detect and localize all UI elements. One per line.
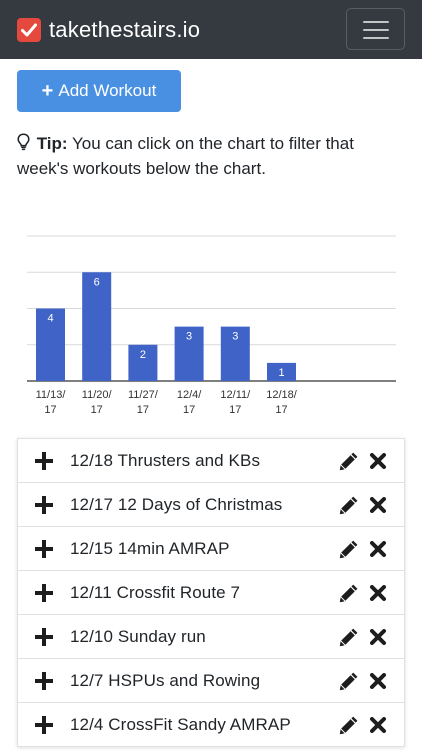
- workout-row[interactable]: 12/18 Thrusters and KBs: [18, 439, 404, 483]
- checkbox-icon: [17, 18, 41, 42]
- workout-row[interactable]: 12/10 Sunday run: [18, 615, 404, 659]
- chart-tick-label: 12/18/: [266, 389, 298, 401]
- chart-bar[interactable]: [267, 362, 296, 381]
- chart-tick-label: 11/13/: [36, 389, 67, 401]
- weekly-workouts-chart[interactable]: 4 11/13/17 6 11/20/17 2 11/27/17 3 12/4/17 3 12/1…: [0, 225, 422, 425]
- workout-title: 12/17 12 Days of Christmas: [70, 494, 283, 514]
- workout-list: 12/18 Thrusters and KBs 12/17 12 Days of …: [17, 438, 405, 747]
- tip-message: Tip: You can click on the chart to filte…: [17, 131, 409, 181]
- chart-bar[interactable]: [36, 308, 65, 382]
- workout-title: 12/7 HSPUs and Rowing: [70, 670, 261, 690]
- chart-tick-label: 17: [44, 404, 56, 416]
- workout-row[interactable]: 12/4 CrossFit Sandy AMRAP: [18, 703, 404, 747]
- pencil-icon[interactable]: [339, 715, 359, 735]
- add-workout-button[interactable]: + Add Workout: [17, 70, 181, 112]
- plus-icon[interactable]: [35, 583, 53, 602]
- brand-link[interactable]: takethestairs.io: [17, 17, 200, 43]
- chart-bar[interactable]: [174, 326, 204, 381]
- brand-name: takethestairs.io: [49, 17, 201, 42]
- workout-row[interactable]: 12/7 HSPUs and Rowing: [18, 659, 404, 703]
- workout-row[interactable]: 12/11 Crossfit Route 7: [18, 571, 404, 615]
- plus-icon[interactable]: [35, 451, 53, 470]
- chart-tick-label: 17: [275, 404, 287, 416]
- chart-tick-label: 11/27/: [128, 389, 159, 401]
- pencil-icon[interactable]: [339, 539, 359, 559]
- menu-toggle-button[interactable]: [346, 8, 405, 50]
- chart-bar[interactable]: [220, 326, 250, 381]
- pencil-icon[interactable]: [339, 495, 359, 515]
- chart-data-label: 4: [47, 313, 53, 325]
- x-icon[interactable]: [370, 673, 386, 689]
- navbar: takethestairs.io: [0, 0, 422, 59]
- pencil-icon[interactable]: [339, 627, 359, 647]
- workout-title: 12/11 Crossfit Route 7: [70, 582, 241, 602]
- plus-icon[interactable]: [35, 539, 53, 558]
- plus-icon: +: [41, 80, 54, 102]
- x-icon[interactable]: [370, 541, 386, 557]
- chart-data-label: 3: [232, 331, 238, 343]
- workout-title: 12/10 Sunday run: [70, 626, 206, 646]
- x-icon[interactable]: [370, 453, 386, 469]
- pencil-icon[interactable]: [339, 451, 359, 471]
- plus-icon[interactable]: [35, 715, 53, 734]
- lightbulb-icon: [17, 133, 30, 151]
- tip-text: You can click on the chart to filter tha…: [17, 134, 354, 178]
- chart-data-label: 6: [94, 276, 100, 288]
- plus-icon[interactable]: [35, 627, 53, 646]
- chart-bar[interactable]: [128, 344, 158, 381]
- chart-bar[interactable]: [82, 272, 112, 381]
- chart-data-label: 1: [278, 367, 284, 379]
- workout-row[interactable]: 12/15 14min AMRAP: [18, 527, 404, 571]
- chart-tick-label: 12/4/: [177, 389, 202, 401]
- plus-icon[interactable]: [35, 671, 53, 690]
- workout-title: 12/4 CrossFit Sandy AMRAP: [70, 714, 291, 734]
- chart-tick-label: 11/20/: [82, 389, 113, 401]
- pencil-icon[interactable]: [339, 671, 359, 691]
- chart-tick-label: 17: [91, 404, 103, 416]
- chart-tick-label: 17: [229, 404, 241, 416]
- workout-title: 12/15 14min AMRAP: [70, 538, 230, 558]
- chart-tick-label: 17: [183, 404, 195, 416]
- x-icon[interactable]: [370, 717, 386, 733]
- x-icon[interactable]: [370, 629, 386, 645]
- plus-icon[interactable]: [35, 495, 53, 514]
- x-icon[interactable]: [370, 585, 386, 601]
- pencil-icon[interactable]: [339, 583, 359, 603]
- chart-tick-label: 12/11/: [220, 389, 251, 401]
- chart-data-label: 3: [186, 331, 192, 343]
- workout-row[interactable]: 12/17 12 Days of Christmas: [18, 483, 404, 527]
- chart-tick-label: 17: [137, 404, 149, 416]
- workout-title: 12/18 Thrusters and KBs: [70, 450, 261, 470]
- tip-label: Tip:: [36, 134, 68, 153]
- chart-data-label: 2: [140, 349, 146, 361]
- add-workout-label: Add Workout: [58, 81, 157, 100]
- x-icon[interactable]: [370, 497, 386, 513]
